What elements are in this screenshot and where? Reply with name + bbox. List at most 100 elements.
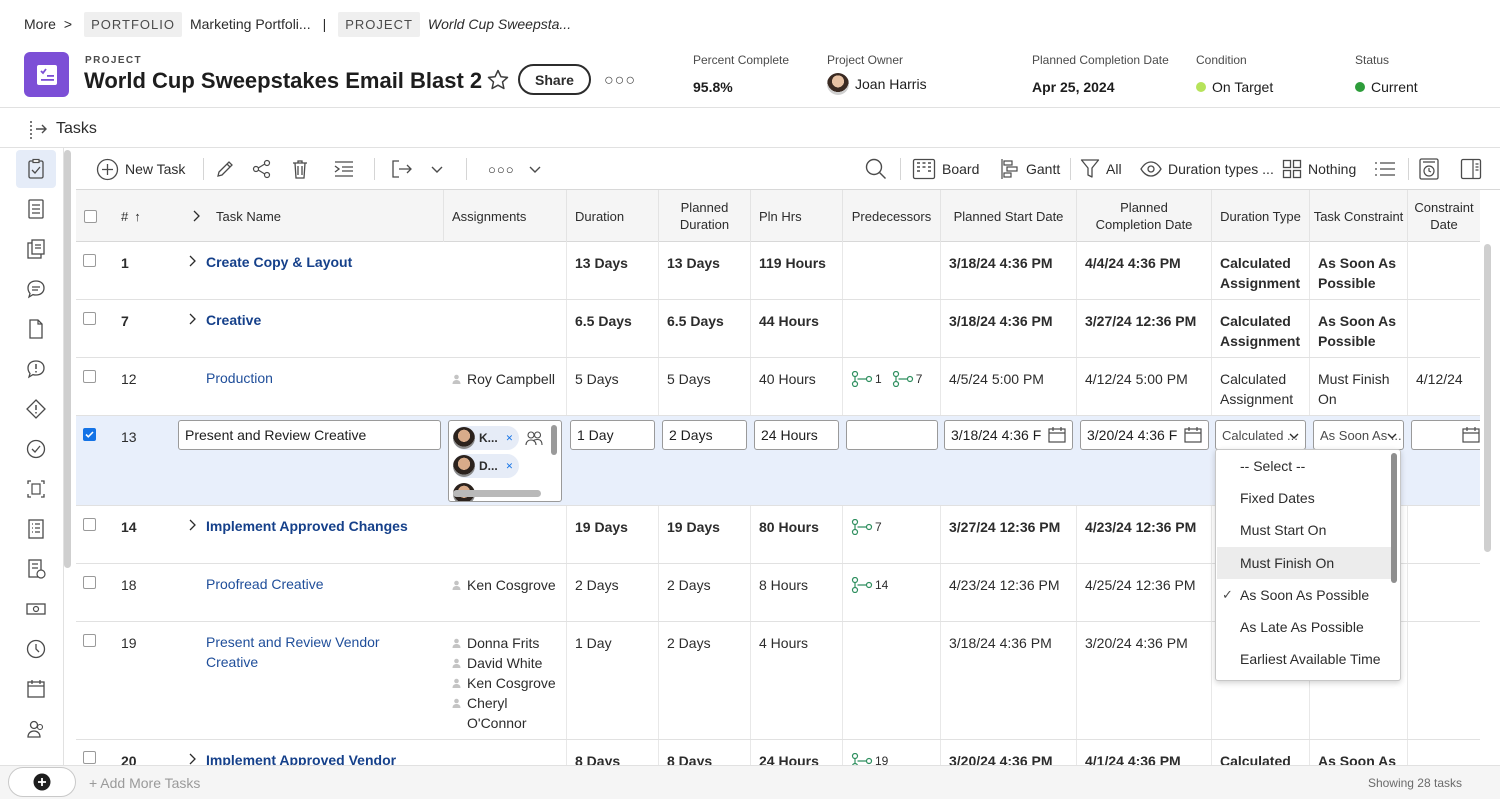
- gantt-view-button[interactable]: Gantt: [1000, 156, 1060, 182]
- duration-cell[interactable]: 19 Days: [567, 506, 659, 563]
- rail-tasks-icon[interactable]: [16, 150, 56, 188]
- more-chevron-down-icon[interactable]: [528, 156, 542, 182]
- assignments-cell[interactable]: [444, 242, 567, 299]
- table-row[interactable]: 12 Production Roy Campbell 5 Days 5 Days…: [76, 358, 1480, 416]
- col-planned-duration[interactable]: Planned Duration: [659, 190, 751, 242]
- duration-type-cell[interactable]: Calculated: [1212, 740, 1310, 765]
- expand-chevron-icon[interactable]: [186, 311, 198, 327]
- predecessors-cell[interactable]: 14: [843, 564, 941, 621]
- dropdown-option-earliest-available-time[interactable]: Earliest Available Time: [1240, 651, 1381, 667]
- planned-start-cell[interactable]: 4/23/24 12:36 PM: [941, 564, 1077, 621]
- edit-icon[interactable]: [214, 156, 236, 182]
- rail-calendar-icon[interactable]: [16, 670, 56, 708]
- grouping-button[interactable]: Nothing: [1282, 156, 1356, 182]
- share-icon[interactable]: [251, 156, 273, 182]
- predecessors-cell[interactable]: [843, 242, 941, 299]
- assignments-cell[interactable]: Roy Campbell: [444, 358, 567, 415]
- constraint-date-cell[interactable]: [1408, 622, 1480, 739]
- star-icon[interactable]: [486, 68, 510, 92]
- row-checkbox-checked[interactable]: [83, 428, 96, 441]
- calendar-icon[interactable]: [1462, 427, 1480, 443]
- assignee-chip[interactable]: K... ✕: [453, 426, 520, 450]
- duration-cell[interactable]: 13 Days: [567, 242, 659, 299]
- planned-completion-cell[interactable]: 4/1/24 4:36 PM: [1077, 740, 1212, 765]
- rail-list-icon[interactable]: [16, 510, 56, 548]
- predecessor-link[interactable]: 19: [851, 751, 888, 765]
- col-pln-hrs[interactable]: Pln Hrs: [751, 190, 843, 242]
- predecessors-input[interactable]: [846, 420, 938, 450]
- planned-start-cell[interactable]: 3/27/24 12:36 PM: [941, 506, 1077, 563]
- planned-completion-cell[interactable]: 4/4/24 4:36 PM: [1077, 242, 1212, 299]
- row-checkbox[interactable]: [83, 576, 96, 589]
- predecessors-cell[interactable]: [843, 622, 941, 739]
- task-name-link[interactable]: Implement Approved Vendor: [206, 752, 397, 765]
- planned-completion-cell[interactable]: 4/12/24 5:00 PM: [1077, 358, 1212, 415]
- row-checkbox[interactable]: [83, 518, 96, 531]
- rail-finance-icon[interactable]: [16, 590, 56, 628]
- task-name-link[interactable]: Proofread Creative: [206, 576, 324, 592]
- planned-start-cell[interactable]: 3/18/24 4:36 PM: [941, 300, 1077, 357]
- planned-completion-cell[interactable]: 3/27/24 12:36 PM: [1077, 300, 1212, 357]
- col-predecessors[interactable]: Predecessors: [843, 190, 941, 242]
- col-duration-type[interactable]: Duration Type: [1212, 190, 1310, 242]
- pln-hrs-cell[interactable]: 24 Hours: [751, 740, 843, 765]
- table-row[interactable]: 20 Implement Approved Vendor 8 Days 8 Da…: [76, 740, 1480, 765]
- calendar-icon[interactable]: [1184, 427, 1202, 443]
- constraint-date-cell[interactable]: [1408, 564, 1480, 621]
- duration-type-cell[interactable]: Calculated Assignment: [1212, 300, 1310, 357]
- duration-input[interactable]: 1 Day: [570, 420, 655, 450]
- assignments-cell[interactable]: [444, 740, 567, 765]
- assignments-editor[interactable]: K... ✕ D... ✕: [448, 420, 562, 502]
- constraint-date-cell[interactable]: [1408, 506, 1480, 563]
- constraint-date-cell[interactable]: 4/12/24: [1416, 371, 1463, 387]
- move-chevron-down-icon[interactable]: [430, 156, 444, 182]
- rail-document-icon[interactable]: [16, 190, 56, 228]
- row-checkbox[interactable]: [83, 370, 96, 383]
- planned-duration-cell[interactable]: 5 Days: [659, 358, 751, 415]
- list-view-icon[interactable]: [1374, 156, 1396, 182]
- duration-cell[interactable]: 2 Days: [567, 564, 659, 621]
- dropdown-scrollbar[interactable]: [1391, 453, 1397, 583]
- rail-time-icon[interactable]: [16, 630, 56, 668]
- rail-reports-icon[interactable]: [16, 230, 56, 268]
- predecessors-cell[interactable]: 1 7: [843, 358, 941, 415]
- timeline-icon[interactable]: [1418, 156, 1440, 182]
- select-all-checkbox[interactable]: [84, 209, 97, 223]
- duration-type-cell[interactable]: Calculated Assignment: [1212, 358, 1310, 415]
- pln-hrs-cell[interactable]: 44 Hours: [751, 300, 843, 357]
- rail-issues-icon[interactable]: [16, 350, 56, 388]
- task-constraint-cell[interactable]: As Soon As Possible: [1310, 242, 1408, 299]
- dropdown-option-select[interactable]: -- Select --: [1240, 458, 1306, 474]
- planned-completion-cell[interactable]: 3/20/24 4:36 PM: [1077, 622, 1212, 739]
- col-task-constraint[interactable]: Task Constraint: [1310, 190, 1408, 242]
- assign-scrollbar[interactable]: [551, 425, 557, 455]
- panel-toggle-icon[interactable]: [1460, 156, 1482, 182]
- col-task-name[interactable]: Task Name: [173, 190, 444, 242]
- move-icon[interactable]: [390, 156, 414, 182]
- board-view-button[interactable]: Board: [912, 156, 979, 182]
- pln-hrs-cell[interactable]: 8 Hours: [751, 564, 843, 621]
- breadcrumb-portfolio-link[interactable]: Marketing Portfoli...: [189, 16, 311, 32]
- constraint-date-input[interactable]: [1411, 420, 1480, 450]
- planned-duration-cell[interactable]: 8 Days: [659, 740, 751, 765]
- status-row[interactable]: Current: [1355, 79, 1418, 95]
- project-owner-value[interactable]: Joan Harris: [855, 76, 927, 92]
- pln-hrs-cell[interactable]: 119 Hours: [751, 242, 843, 299]
- task-name-link[interactable]: Implement Approved Changes: [206, 518, 408, 534]
- dropdown-option-as-late-as-possible[interactable]: As Late As Possible: [1240, 619, 1364, 635]
- predecessor-link[interactable]: 14: [851, 575, 888, 595]
- expand-chevron-icon[interactable]: [186, 253, 198, 269]
- planned-start-input[interactable]: 3/18/24 4:36 F: [944, 420, 1073, 450]
- planned-duration-cell[interactable]: 6.5 Days: [659, 300, 751, 357]
- share-button[interactable]: Share: [518, 64, 591, 95]
- duration-cell[interactable]: 1 Day: [567, 622, 659, 739]
- dropdown-option-must-finish-on[interactable]: Must Finish On: [1217, 547, 1391, 579]
- predecessors-cell[interactable]: [843, 300, 941, 357]
- task-name-link[interactable]: Present and Review Vendor Creative: [206, 634, 380, 670]
- pln-hrs-cell[interactable]: 4 Hours: [751, 622, 843, 739]
- calendar-icon[interactable]: [1048, 427, 1066, 443]
- task-constraint-cell[interactable]: [1310, 622, 1408, 739]
- table-row[interactable]: 1 Create Copy & Layout 13 Days 13 Days 1…: [76, 242, 1480, 300]
- rail-checklist-icon[interactable]: [16, 550, 56, 588]
- task-constraint-select[interactable]: As Soon As ...: [1313, 420, 1404, 450]
